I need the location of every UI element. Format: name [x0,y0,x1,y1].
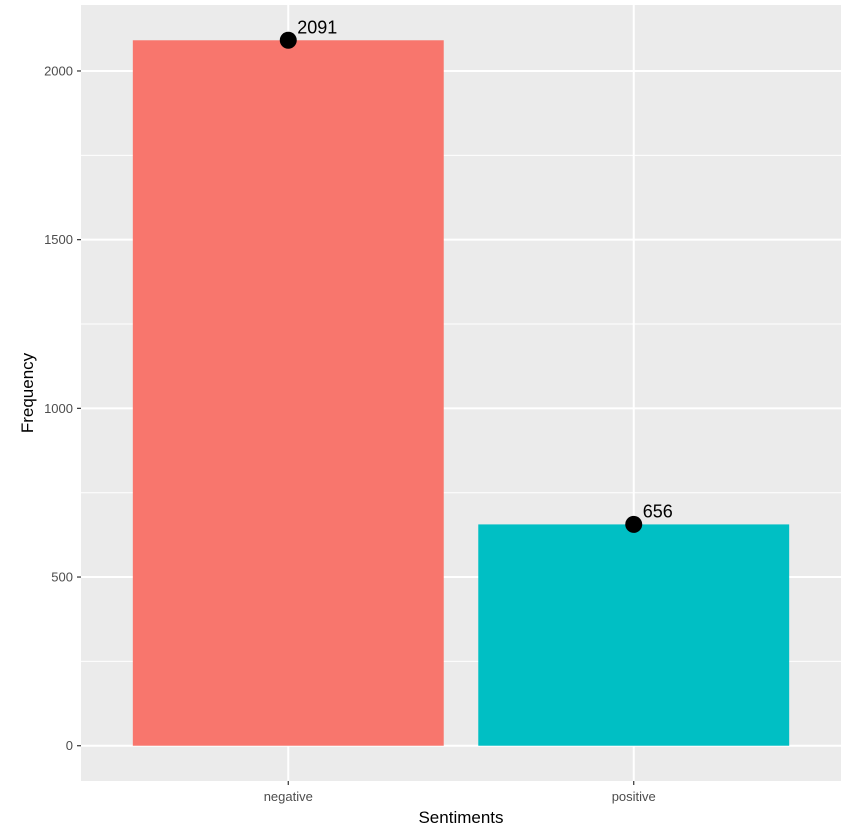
data-label-positive: 656 [643,501,673,521]
y-tick-label: 0 [66,738,73,753]
x-axis-title: Sentiments [418,808,503,827]
y-tick-label: 500 [51,570,73,585]
x-tick-label: negative [264,789,313,804]
point-negative [279,31,297,49]
data-labels: 2091 656 [297,17,673,521]
y-tick-label: 2000 [44,63,73,78]
point-positive [625,515,643,533]
bars [132,40,790,746]
bar-negative [132,40,444,746]
x-axis: negative positive [264,781,656,804]
y-axis: 0 500 1000 1500 2000 [44,63,81,753]
data-label-negative: 2091 [297,17,337,37]
bar-positive [478,524,790,746]
y-tick-label: 1000 [44,401,73,416]
points [279,31,643,533]
y-axis-title: Frequency [18,352,37,433]
y-tick-label: 1500 [44,232,73,247]
x-tick-label: positive [612,789,656,804]
